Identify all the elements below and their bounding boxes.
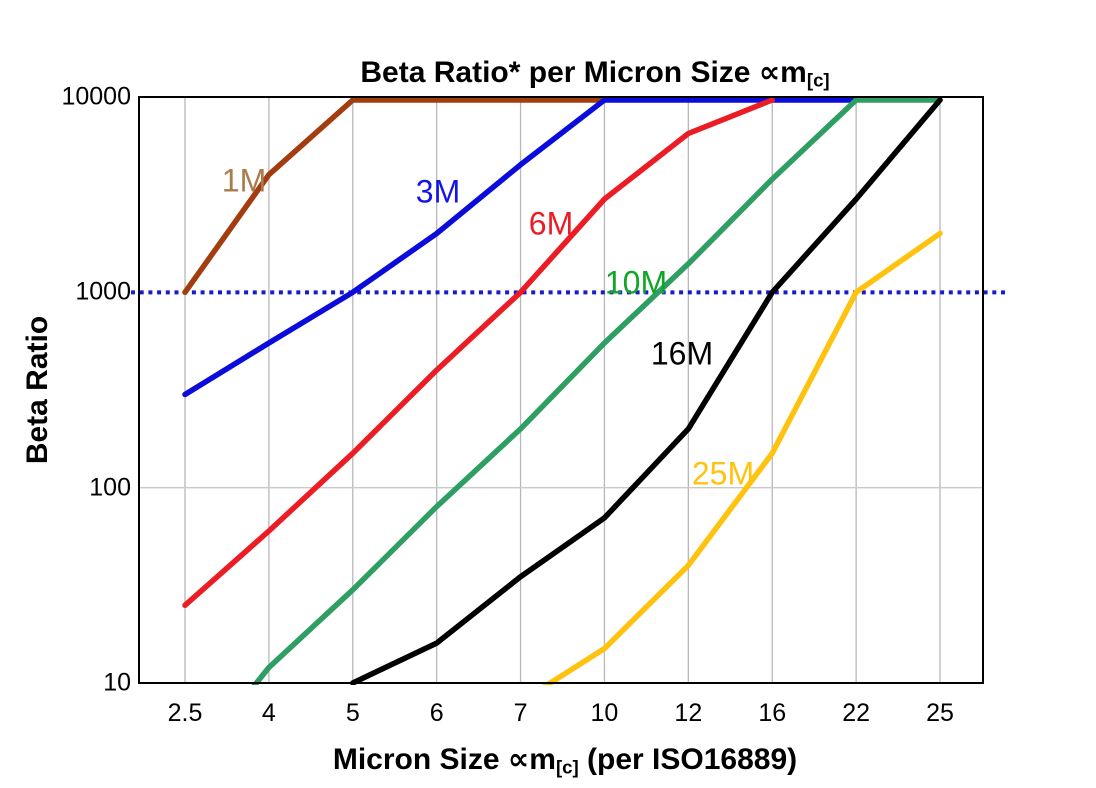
x-tick-label-12: 12 bbox=[674, 699, 703, 727]
x-axis-title: Micron Size ∝m[c] (per ISO16889) bbox=[0, 742, 1096, 779]
x-axis-title-post: (per ISO16889) bbox=[578, 743, 798, 776]
series-lines bbox=[182, 97, 943, 685]
series-line-16M bbox=[350, 97, 943, 685]
x-tick-label-2.5: 2.5 bbox=[167, 699, 203, 727]
series-label-6M: 6M bbox=[528, 205, 574, 242]
series-line-3M bbox=[182, 97, 859, 398]
y-tick-label-10: 10 bbox=[103, 668, 131, 697]
x-axis-title-pre: Micron Size bbox=[332, 743, 508, 776]
chart-title-subscript: [c] bbox=[806, 69, 830, 91]
series-line-1M bbox=[182, 97, 608, 296]
x-tick-label-25: 25 bbox=[926, 699, 954, 727]
gridlines bbox=[139, 97, 983, 683]
x-tick-label-4: 4 bbox=[261, 699, 276, 727]
x-axis-title-symbol: ∝m bbox=[507, 743, 556, 776]
chart-title: Beta Ratio* per Micron Size ∝m[c] bbox=[0, 55, 1096, 92]
plot-border bbox=[138, 96, 984, 684]
series-line-25M bbox=[542, 230, 943, 685]
y-axis-title: Beta Ratio bbox=[0, 316, 138, 464]
y-tick-label-1000: 1000 bbox=[75, 277, 131, 306]
series-label-16M: 16M bbox=[650, 335, 714, 372]
series-label-1M: 1M bbox=[221, 162, 267, 199]
chart-title-symbol: ∝m bbox=[758, 56, 807, 89]
chart-title-main: Beta Ratio* per Micron Size bbox=[360, 56, 759, 89]
y-axis-title-text: Beta Ratio bbox=[21, 315, 54, 465]
series-line-6M bbox=[182, 97, 775, 609]
series-label-25M: 25M bbox=[691, 455, 755, 492]
x-tick-label-16: 16 bbox=[758, 699, 787, 727]
series-label-3M: 3M bbox=[415, 173, 461, 210]
y-tick-label-10000: 10000 bbox=[61, 82, 131, 111]
series-label-10M: 10M bbox=[604, 264, 668, 301]
x-tick-label-10: 10 bbox=[590, 699, 619, 727]
y-tick-label-100: 100 bbox=[89, 473, 131, 502]
x-tick-label-5: 5 bbox=[345, 699, 360, 727]
x-tick-label-6: 6 bbox=[429, 699, 444, 727]
series-line-10M bbox=[251, 97, 943, 685]
x-axis-title-subscript: [c] bbox=[555, 756, 579, 778]
x-tick-label-7: 7 bbox=[513, 699, 528, 727]
x-tick-label-22: 22 bbox=[842, 699, 871, 727]
